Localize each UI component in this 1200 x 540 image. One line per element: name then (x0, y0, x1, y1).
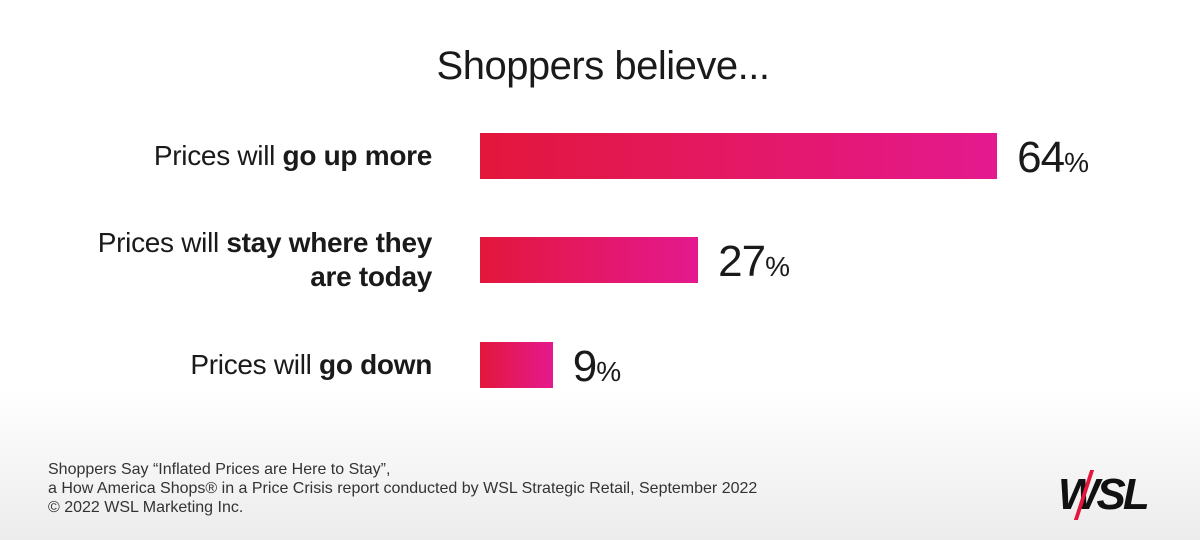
value-label: 64% (1017, 133, 1089, 182)
bar (480, 342, 553, 388)
category-label: Prices will go up more (60, 139, 432, 173)
category-regular: Prices will (153, 140, 276, 171)
source-line: © 2022 WSL Marketing Inc. (48, 499, 244, 516)
category-bold: go up more (282, 140, 433, 171)
value-label: 9% (572, 342, 621, 391)
chart-title: Shoppers believe... (436, 44, 770, 88)
source-note: Shoppers Say “Inflated Prices are Here t… (48, 460, 757, 517)
category-bold: go down (319, 349, 432, 380)
category-label: Prices will go down (60, 348, 432, 382)
category-regular: Prices will (97, 227, 219, 258)
category-label: Prices will stay where they are today (60, 226, 433, 294)
category-bold: stay where they are today (226, 227, 432, 292)
bar (480, 237, 699, 283)
value-label: 27% (718, 237, 790, 286)
source-line: a How America Shops® in a Price Crisis r… (48, 480, 758, 497)
category-regular: Prices will (190, 349, 312, 380)
logo: WSL (1058, 470, 1150, 519)
source-line: Shoppers Say “Inflated Prices are Here t… (48, 461, 391, 478)
bar (480, 133, 998, 179)
